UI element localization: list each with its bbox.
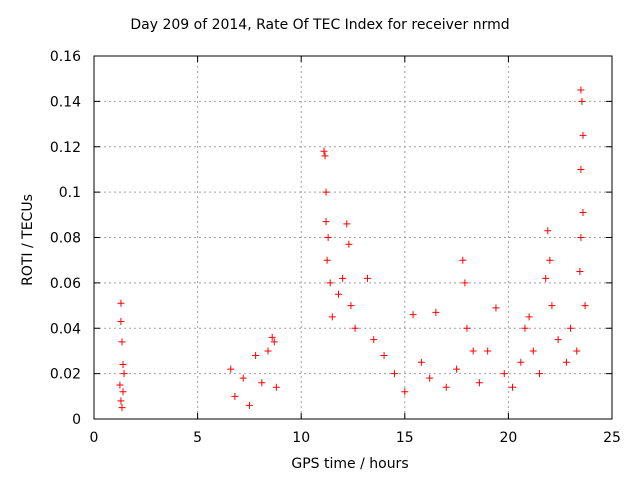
x-tick-label: 0 — [90, 430, 99, 446]
data-point — [432, 308, 440, 316]
data-point — [578, 97, 586, 105]
chart-title: Day 209 of 2014, Rate Of TEC Index for r… — [130, 17, 510, 33]
x-tick-label: 10 — [292, 430, 310, 446]
data-point — [321, 152, 329, 160]
x-tick-label: 15 — [396, 430, 414, 446]
data-point — [343, 220, 351, 228]
data-point — [380, 351, 388, 359]
data-point — [517, 358, 525, 366]
data-point — [268, 333, 276, 341]
data-point — [500, 370, 508, 378]
x-tick-label: 5 — [193, 430, 202, 446]
data-point — [324, 234, 332, 241]
data-point — [119, 388, 127, 396]
y-tick-label: 0.14 — [50, 94, 81, 110]
data-points — [116, 86, 589, 412]
y-tick-label: 0.04 — [50, 321, 81, 337]
data-point — [535, 370, 543, 378]
data-point — [323, 256, 331, 264]
data-point — [469, 347, 477, 355]
data-point — [390, 370, 398, 378]
y-tick-label: 0.06 — [50, 276, 81, 292]
grid-lines — [94, 56, 612, 419]
data-point — [554, 336, 562, 344]
data-point — [320, 147, 328, 155]
data-point — [334, 290, 342, 298]
data-point — [347, 302, 355, 310]
data-point — [548, 302, 556, 310]
data-point — [322, 218, 330, 226]
data-point — [567, 324, 575, 332]
data-point — [120, 370, 128, 378]
data-point — [442, 383, 450, 391]
data-point — [117, 317, 125, 325]
data-point — [326, 279, 334, 287]
data-point — [258, 379, 266, 387]
data-point — [417, 358, 425, 366]
data-point — [118, 404, 126, 412]
data-point — [231, 392, 239, 400]
data-point — [544, 227, 552, 235]
data-point — [117, 299, 125, 307]
data-point — [272, 383, 280, 391]
data-point — [345, 240, 353, 248]
data-point — [118, 338, 126, 346]
y-tick-label: 0.12 — [50, 140, 81, 156]
data-point — [328, 313, 336, 321]
data-point — [351, 324, 359, 332]
data-point — [581, 302, 589, 310]
data-point — [453, 365, 461, 373]
data-point — [577, 234, 585, 241]
data-point — [459, 256, 467, 264]
x-tick-label: 25 — [603, 430, 621, 446]
y-tick-label: 0.1 — [59, 185, 81, 201]
data-point — [579, 131, 587, 139]
data-point — [577, 86, 585, 94]
x-axis-label: GPS time / hours — [291, 456, 409, 472]
y-tick-label: 0.08 — [50, 231, 81, 247]
data-point — [525, 313, 533, 321]
data-point — [116, 381, 124, 389]
y-tick-label: 0.02 — [50, 367, 81, 383]
data-point — [521, 324, 529, 332]
data-point — [509, 383, 517, 391]
data-point — [562, 358, 570, 366]
data-point — [542, 274, 550, 282]
data-point — [426, 374, 434, 382]
data-point — [484, 347, 492, 355]
data-point — [577, 165, 585, 173]
data-point — [573, 347, 581, 355]
y-tick-label: 0 — [72, 412, 81, 428]
data-point — [264, 347, 272, 355]
axis-ticks: 0 5 10 15 20 25 0 0.02 0.04 0.06 0.08 0.1 0.12 0.14 0.… — [50, 49, 621, 446]
data-point — [579, 209, 587, 217]
data-point — [322, 188, 330, 196]
data-point — [117, 397, 125, 405]
data-point — [475, 379, 483, 387]
data-point — [492, 304, 500, 312]
data-point — [364, 274, 372, 282]
data-point — [119, 361, 127, 369]
data-point — [227, 365, 235, 373]
data-point — [409, 311, 417, 319]
y-tick-label: 0.16 — [50, 49, 81, 65]
data-point — [401, 388, 409, 396]
data-point — [245, 401, 253, 409]
data-point — [546, 256, 554, 264]
x-tick-label: 20 — [499, 430, 517, 446]
data-point — [576, 268, 584, 276]
data-point — [270, 338, 278, 346]
data-point — [370, 336, 378, 344]
data-point — [239, 374, 247, 382]
data-point — [463, 324, 471, 332]
data-point — [529, 347, 537, 355]
data-point — [461, 279, 469, 287]
data-point — [252, 351, 260, 359]
data-point — [339, 274, 347, 282]
